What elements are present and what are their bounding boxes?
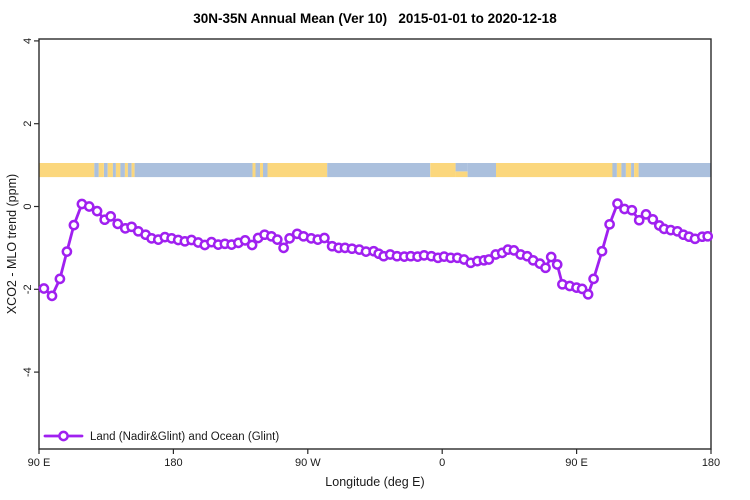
x-tick-label: 90 E — [28, 457, 51, 469]
map-band-segment-land — [131, 163, 135, 178]
map-band-segment-land — [625, 163, 632, 178]
legend-label: Land (Nadir&Glint) and Ocean (Glint) — [90, 431, 279, 443]
data-point-marker — [112, 218, 124, 230]
map-band-segment-ocean — [127, 163, 132, 178]
data-point-marker — [540, 262, 551, 274]
data-point-marker — [83, 201, 95, 212]
data-point-marker — [483, 254, 495, 265]
y-tick-label: -4 — [22, 367, 34, 377]
map-band-segment-land — [455, 171, 468, 178]
map-band-segment-ocean — [631, 163, 635, 178]
data-point-marker — [61, 246, 73, 257]
x-tick-label: 180 — [702, 457, 720, 469]
data-point-marker — [604, 218, 615, 230]
chart-title: 30N-35N Annual Mean (Ver 10) 2015-01-01 … — [193, 11, 557, 26]
map-band-segment-ocean — [455, 163, 468, 172]
data-point-marker — [38, 283, 50, 294]
map-band-segment-ocean — [255, 163, 260, 178]
data-point-marker — [612, 198, 623, 209]
map-band-segment-land — [634, 163, 639, 178]
x-tick-label: 180 — [164, 457, 182, 469]
data-point-marker — [239, 235, 251, 246]
map-band-segment-land — [616, 163, 622, 178]
data-point-marker — [633, 214, 645, 226]
map-band-segment-ocean — [94, 163, 99, 178]
data-point-marker — [68, 219, 80, 231]
data-point-marker — [319, 232, 330, 244]
data-point-marker — [582, 288, 594, 300]
map-band-segment-land — [267, 163, 328, 178]
x-tick-label: 90 W — [295, 457, 321, 469]
data-point-marker — [284, 233, 295, 244]
map-band-segment-land — [430, 163, 456, 178]
y-tick-label: 0 — [22, 203, 34, 209]
data-point-marker — [702, 230, 714, 242]
data-point-marker — [596, 245, 608, 257]
map-band-segment-land — [496, 163, 613, 178]
data-point-marker — [46, 290, 58, 302]
data-point-marker — [551, 259, 563, 270]
map-band-segment-land — [107, 163, 113, 178]
map-band-segment-land — [98, 163, 104, 178]
y-tick-label: 4 — [22, 38, 34, 44]
plot-border — [38, 38, 712, 450]
map-band-segment-ocean — [612, 163, 617, 178]
map-band-segment-ocean — [467, 163, 496, 178]
data-point-marker — [271, 234, 283, 245]
map-band-segment-ocean — [621, 163, 626, 178]
data-point-marker — [278, 242, 289, 254]
data-point-marker — [91, 205, 103, 217]
map-band-segment-land — [39, 163, 95, 178]
data-point-marker — [640, 209, 652, 220]
x-tick-label: 0 — [439, 457, 445, 469]
x-tick-label: 90 E — [565, 457, 588, 469]
map-band-segment-ocean — [120, 163, 125, 178]
data-point-marker — [545, 251, 557, 263]
map-band-segment-ocean — [327, 163, 431, 178]
y-axis-label: XCO2 - MLO trend (ppm) — [5, 173, 19, 315]
map-band-segment-ocean — [134, 163, 253, 178]
map-band-segment-ocean — [112, 163, 116, 178]
x-axis-label: Longitude (deg E) — [325, 475, 425, 489]
data-point-marker — [246, 239, 258, 251]
y-tick-label: -2 — [22, 284, 34, 294]
data-point-marker — [105, 211, 117, 222]
map-band-segment-land — [252, 163, 256, 178]
data-point-marker — [54, 273, 66, 285]
data-point-marker — [626, 204, 638, 216]
map-band-segment-land — [124, 163, 128, 178]
map-band-segment-ocean — [104, 163, 108, 178]
map-band-segment-ocean — [263, 163, 268, 178]
map-band-segment-ocean — [638, 163, 711, 178]
legend-marker-sample — [58, 430, 69, 442]
map-band-segment-land — [115, 163, 121, 178]
y-tick-label: 2 — [22, 121, 34, 127]
data-point-marker — [647, 213, 659, 225]
data-point-marker — [588, 273, 599, 285]
map-band-segment-land — [260, 163, 263, 178]
